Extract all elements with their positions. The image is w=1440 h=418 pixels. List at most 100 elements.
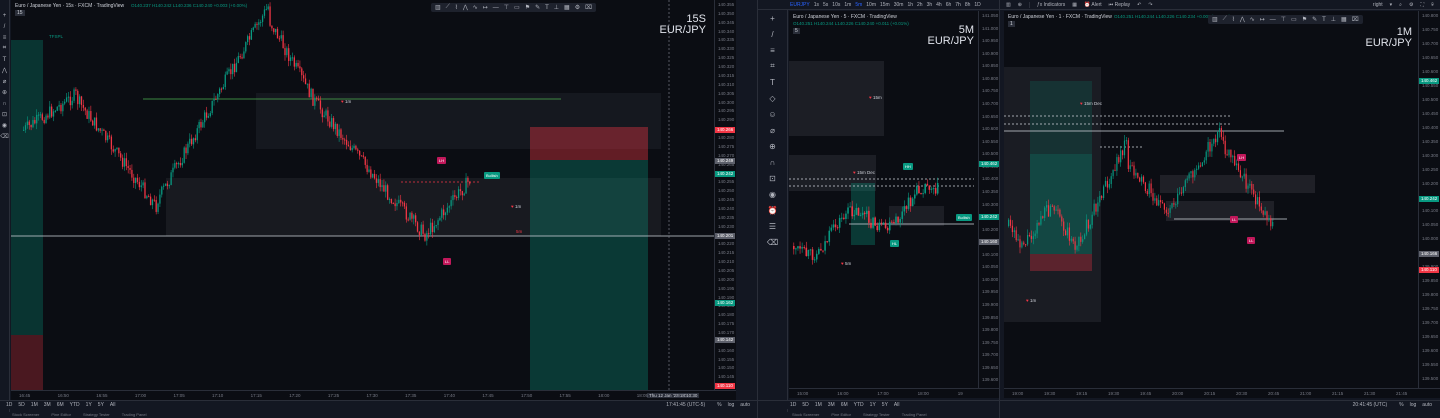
magnet-icon[interactable]: ∩: [769, 157, 776, 167]
flag-icon[interactable]: ⚑: [1301, 17, 1308, 23]
range-5d[interactable]: 5D: [802, 402, 809, 408]
grid-icon[interactable]: ▦: [1341, 17, 1347, 23]
camera-icon[interactable]: ⌾: [1430, 1, 1434, 8]
range-1d[interactable]: 1D: [790, 402, 797, 408]
lock-icon[interactable]: ⊡: [769, 173, 776, 183]
measure-icon[interactable]: ⊤: [1280, 17, 1287, 23]
bottom-tab[interactable]: Pine Editor: [51, 412, 71, 417]
log-toggle[interactable]: log: [727, 402, 735, 408]
interval-badge[interactable]: 5: [793, 28, 800, 34]
trash-icon[interactable]: ⌫: [766, 237, 779, 247]
range-6m[interactable]: 6M: [840, 402, 848, 408]
time-axis[interactable]: 19:00 19:30 19:15 19:30 19:45 20:00 20:15 20:30…: [1004, 388, 1440, 398]
search-icon[interactable]: ⌕: [1399, 1, 1402, 8]
eye-icon[interactable]: ◉: [1, 123, 8, 129]
line-tool-icon[interactable]: ⟋: [1222, 16, 1227, 22]
interval-4h[interactable]: 4h: [936, 1, 942, 8]
bottom-tab[interactable]: Strategy Tester: [82, 412, 110, 417]
text-icon[interactable]: T: [770, 77, 775, 87]
brush-icon[interactable]: ✎: [1312, 17, 1318, 23]
interval-1s[interactable]: 1s: [813, 1, 820, 8]
marker-ll-2[interactable]: LL: [1247, 237, 1256, 244]
fib-icon[interactable]: ≡: [770, 45, 775, 55]
redo-icon[interactable]: ↷: [1148, 1, 1153, 8]
range-3m[interactable]: 3M: [827, 402, 835, 408]
text-icon[interactable]: T: [2, 56, 7, 63]
percent-toggle[interactable]: %: [1399, 402, 1404, 408]
candlestick-chart[interactable]: [1004, 11, 1440, 388]
range-1y[interactable]: 1Y: [85, 402, 92, 408]
measure-icon[interactable]: ⊤: [503, 5, 510, 11]
arrow-icon[interactable]: ↦: [1259, 17, 1265, 23]
undo-icon[interactable]: ↶: [1137, 1, 1142, 8]
crosshair-icon[interactable]: +: [770, 13, 775, 23]
path-icon[interactable]: ⌇: [454, 5, 458, 11]
interval-3h[interactable]: 3h: [926, 1, 933, 8]
arrow-icon[interactable]: ↦: [482, 5, 488, 11]
delete-icon[interactable]: ⌧: [585, 5, 593, 11]
watchlist-icon[interactable]: ☰: [768, 221, 777, 231]
text-tool-icon[interactable]: T: [1322, 16, 1326, 23]
range-1m[interactable]: 1M: [814, 402, 822, 408]
pattern-icon[interactable]: ⌗: [770, 61, 775, 70]
zigzag-icon[interactable]: ⋀: [462, 5, 468, 11]
interval-1h[interactable]: 1h: [907, 1, 914, 8]
trendline-icon[interactable]: /: [3, 23, 6, 30]
trash-icon[interactable]: ⌫: [0, 134, 9, 140]
marker-bullish[interactable]: Bullish: [484, 172, 500, 179]
chart-pane[interactable]: Euro / Japanese Yen · 1 · FXCM · Trading…: [1004, 11, 1440, 388]
trendline-icon[interactable]: /: [771, 29, 774, 39]
zoom-icon[interactable]: ⊕: [769, 141, 776, 151]
templates-icon[interactable]: ▦: [1072, 1, 1078, 8]
price-axis[interactable]: 141.050 141.000 140.950 140.900 140.850 140.8…: [978, 11, 999, 388]
percent-toggle[interactable]: %: [717, 402, 722, 408]
compare-icon[interactable]: ⊕: [1017, 1, 1022, 8]
grid-icon[interactable]: ▦: [564, 5, 570, 11]
candlestick-chart[interactable]: [11, 0, 736, 390]
auto-toggle[interactable]: auto: [740, 402, 750, 408]
alert-button[interactable]: ⏰ Alert: [1084, 2, 1102, 8]
interval-1D[interactable]: 1D: [974, 1, 981, 8]
bottom-tab[interactable]: Stock Screener: [12, 412, 40, 417]
ruler-icon[interactable]: ⌀: [2, 79, 7, 85]
emoji-icon[interactable]: ☺: [768, 109, 777, 119]
range-5y[interactable]: 5Y: [881, 402, 888, 408]
range-ytd[interactable]: YTD: [69, 402, 80, 408]
interval-badge[interactable]: 15: [15, 10, 25, 16]
bottom-tab[interactable]: Trading Panel: [121, 412, 147, 417]
note-icon[interactable]: ▭: [1291, 17, 1297, 23]
interval-10s[interactable]: 10s: [832, 1, 841, 8]
interval-8h[interactable]: 8h: [964, 1, 971, 8]
path-icon[interactable]: ⌇: [1231, 17, 1235, 23]
price-axis[interactable]: 140.800 140.750 140.700 140.650 140.600 140.5…: [1418, 11, 1440, 388]
settings-icon[interactable]: ⚙: [1408, 1, 1414, 8]
interval-5s[interactable]: 5s: [823, 1, 829, 8]
range-6m[interactable]: 6M: [56, 402, 64, 408]
range-all[interactable]: All: [893, 402, 900, 408]
ticker[interactable]: EURJPY: [790, 1, 810, 8]
pattern-icon[interactable]: ⋀: [2, 68, 7, 74]
replay-button[interactable]: ⏮ Replay: [1109, 2, 1130, 8]
bottom-tab[interactable]: Stock Screener: [792, 412, 820, 417]
candles-icon[interactable]: ▥: [1006, 1, 1011, 8]
range-ytd[interactable]: YTD: [853, 402, 864, 408]
note-icon[interactable]: ▭: [514, 5, 520, 11]
crosshair-icon[interactable]: +: [2, 12, 7, 19]
marker-ll[interactable]: LL: [1230, 216, 1239, 223]
interval-2h[interactable]: 2h: [917, 1, 923, 8]
wave-icon[interactable]: ∿: [472, 5, 478, 11]
bottom-tab[interactable]: Strategy Tester: [862, 412, 890, 417]
interval-7h[interactable]: 7h: [955, 1, 961, 8]
marker-lh[interactable]: LH: [1237, 154, 1247, 161]
interval-6h[interactable]: 6h: [945, 1, 952, 8]
range-1y[interactable]: 1Y: [869, 402, 876, 408]
fullscreen-icon[interactable]: ⛶: [1420, 1, 1424, 8]
lock-icon[interactable]: ⊡: [1, 112, 8, 118]
range-5d[interactable]: 5D: [18, 402, 25, 408]
price-axis[interactable]: 140.355 140.350 140.345 140.340 140.335 140.3…: [714, 0, 736, 390]
bottom-tab[interactable]: Pine Editor: [831, 412, 851, 417]
layout-menu-icon[interactable]: ▾: [1389, 1, 1393, 8]
ruler-icon[interactable]: ⌀: [770, 125, 775, 135]
bottom-tab[interactable]: Trading Panel: [901, 412, 927, 417]
flag-icon[interactable]: ⚑: [524, 5, 531, 11]
